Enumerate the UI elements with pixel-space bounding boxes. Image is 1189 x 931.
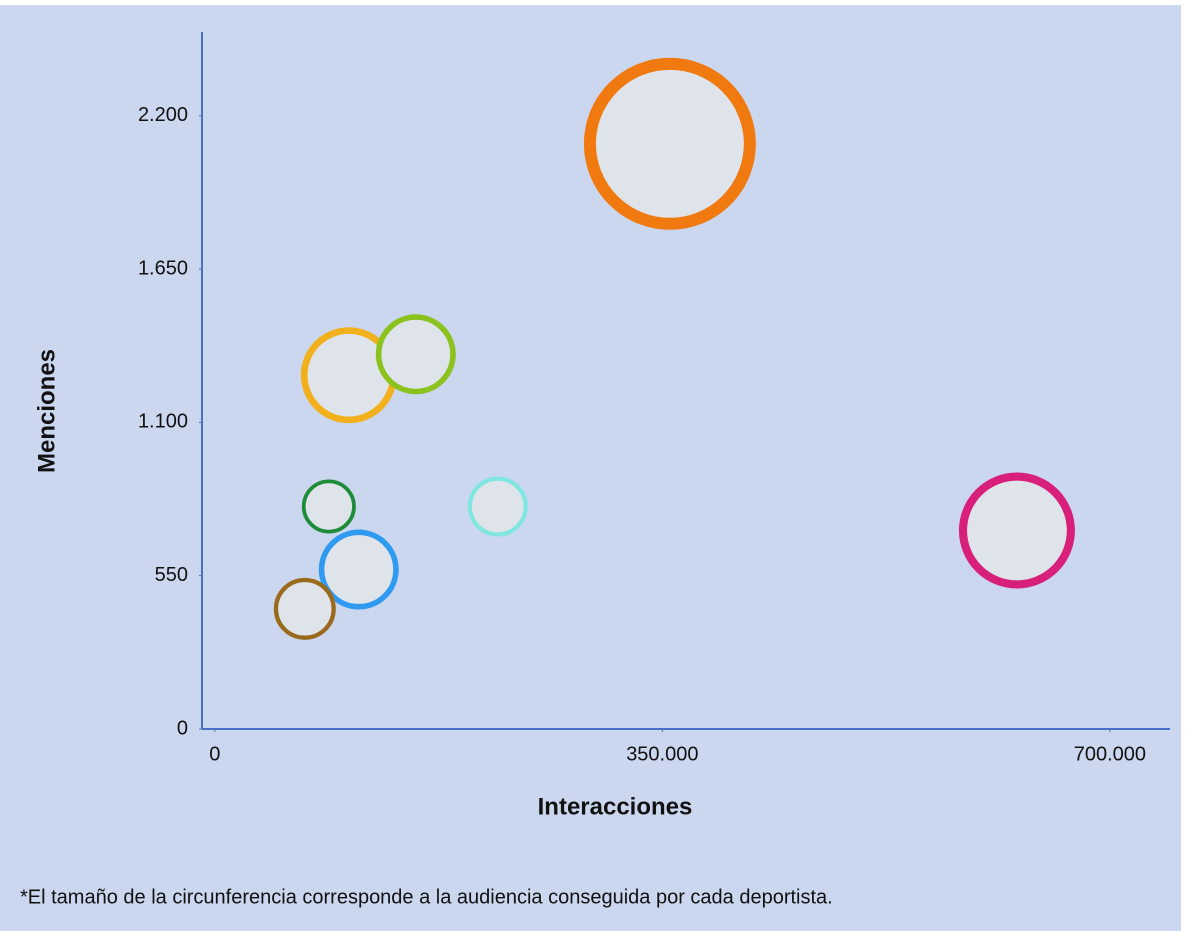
y-tick-label: 0 bbox=[177, 717, 188, 739]
y-tick-label: 2.200 bbox=[138, 104, 188, 126]
x-tick-label: 700.000 bbox=[1074, 743, 1146, 765]
footnote: *El tamaño de la circunferencia correspo… bbox=[20, 886, 833, 908]
y-tick-label: 550 bbox=[155, 564, 188, 586]
bubble bbox=[375, 314, 456, 395]
x-tick-label: 0 bbox=[209, 743, 220, 765]
bubble bbox=[273, 577, 336, 640]
y-tick-label: 1.100 bbox=[138, 411, 188, 433]
x-axis-label: Interacciones bbox=[538, 793, 693, 820]
y-tick-label: 1.650 bbox=[138, 257, 188, 279]
bubble bbox=[583, 57, 756, 230]
y-axis-label: Menciones bbox=[33, 349, 60, 473]
bubble bbox=[958, 472, 1075, 589]
bubble bbox=[318, 529, 399, 610]
bubble bbox=[301, 479, 356, 534]
x-tick-label: 350.000 bbox=[626, 743, 698, 765]
bubble bbox=[467, 476, 528, 537]
